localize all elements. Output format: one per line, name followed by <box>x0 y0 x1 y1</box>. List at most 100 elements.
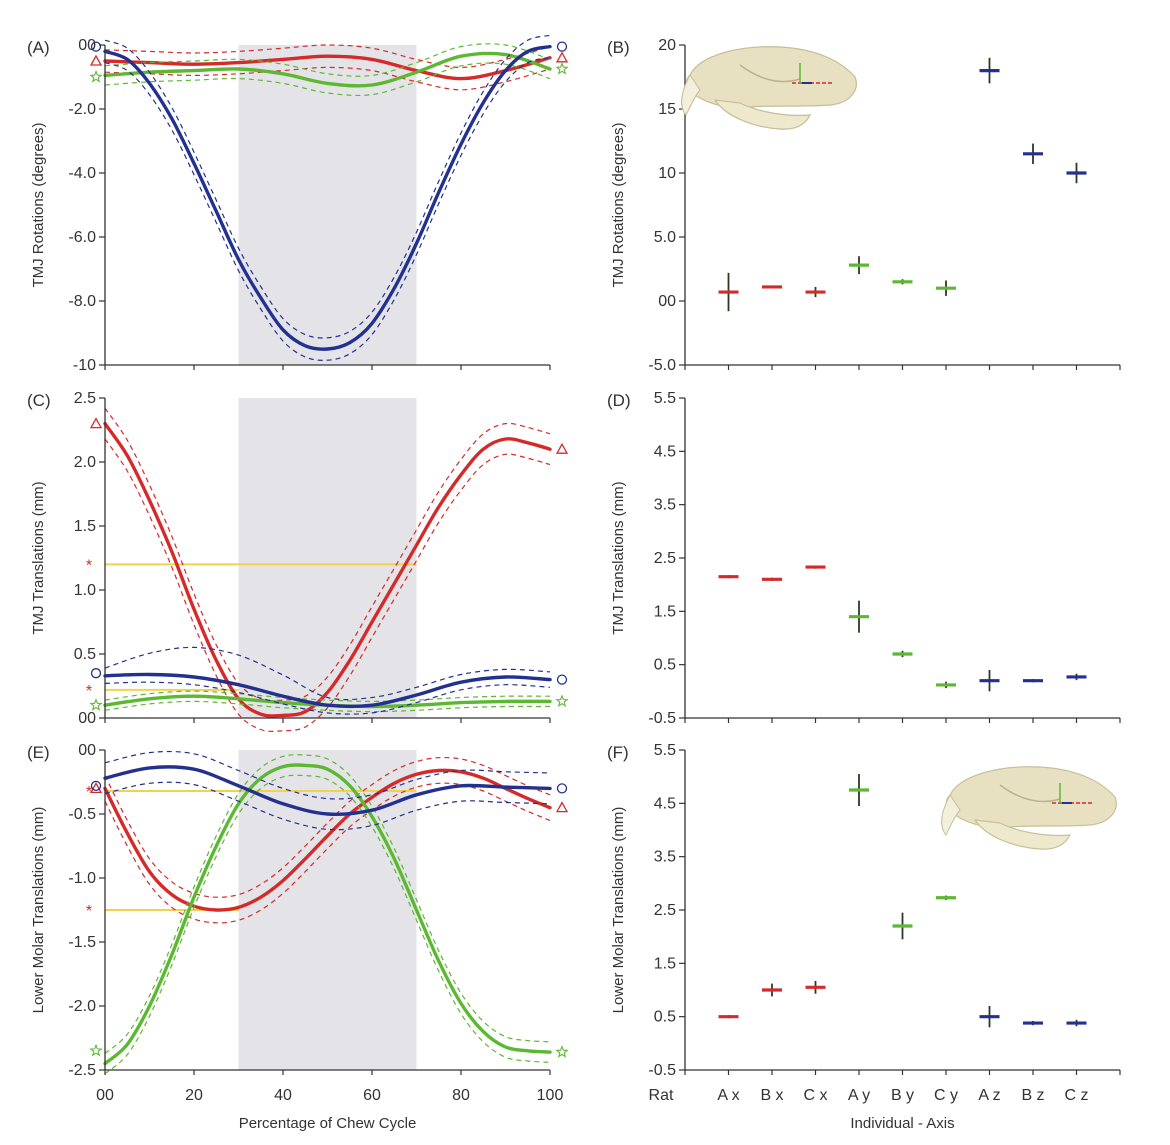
panel-label: (D) <box>607 391 631 410</box>
skull-incisor <box>681 74 701 116</box>
series-z-upper-bound <box>104 646 551 701</box>
series-z-start-marker <box>90 41 102 52</box>
skull-cranium <box>685 46 857 109</box>
y-tick-label: 4.5 <box>654 443 676 460</box>
series-x-upper-bound <box>104 407 551 702</box>
x-tick-label: 60 <box>363 1087 381 1104</box>
x-tick-label: A x <box>717 1087 739 1104</box>
x-tick-label: C x <box>804 1087 828 1104</box>
series-y-lower-bound <box>104 700 551 713</box>
x-tick-label: 100 <box>537 1087 564 1104</box>
series-y-lower-bound <box>104 62 551 97</box>
series-x-end-marker <box>555 442 569 454</box>
series-z-end-marker <box>556 783 568 794</box>
y-tick-label: 2.5 <box>654 902 676 919</box>
series-z-mean-line <box>103 672 552 709</box>
x-tick-label: A z <box>978 1087 1000 1104</box>
y-tick-label: 2.0 <box>74 454 96 471</box>
y-tick-label: 00 <box>658 293 676 310</box>
y-tick-label: -4.0 <box>68 165 96 182</box>
x-tick-label: C y <box>934 1087 958 1104</box>
y-tick-label: 3.5 <box>654 849 676 866</box>
skull-arch <box>739 64 801 83</box>
x-tick-label: C z <box>1065 1087 1089 1104</box>
x-axis-label-right: Individual - Axis <box>850 1115 954 1132</box>
y-tick-label: -1.5 <box>68 934 96 951</box>
y-tick-label: -1.0 <box>68 870 96 887</box>
x-tick-label: 00 <box>96 1087 114 1104</box>
y-tick-label: 5.5 <box>654 742 676 759</box>
series-y-end-marker <box>555 694 569 708</box>
skull-illustration <box>941 766 1117 850</box>
series-z-lower-bound <box>104 781 551 831</box>
series-z-mean-line <box>103 44 552 351</box>
series-x-upper-bound <box>104 44 551 69</box>
reference-marker: * <box>86 903 92 920</box>
line-panel-C: * * 2.5 2.0 1.5 1.0 0.5 00 TMJ Translations (mm)… <box>27 390 569 732</box>
y-tick-label: -0.5 <box>68 806 96 823</box>
series-x-end-marker <box>555 801 569 813</box>
y-axis-label: Lower Molar Translations (mm) <box>30 807 47 1014</box>
y-tick-label: -2.0 <box>68 101 96 118</box>
y-axis-label: TMJ Rotations (degrees) <box>610 122 627 287</box>
y-tick-label: 20 <box>658 37 676 54</box>
reference-marker: * <box>86 784 92 801</box>
series-z-lower-bound <box>104 57 551 361</box>
series-z-end-marker <box>556 674 568 685</box>
skull-arch <box>999 784 1061 803</box>
series-y-end-marker <box>555 1045 569 1058</box>
series-x-lower-bound <box>104 66 551 91</box>
y-tick-label: -8.0 <box>68 293 96 310</box>
y-tick-label: 00 <box>78 710 96 727</box>
y-tick-label: 0.5 <box>74 646 96 663</box>
y-axis-label: TMJ Rotations (degrees) <box>30 122 47 287</box>
y-tick-label: 2.5 <box>654 550 676 567</box>
y-tick-label: -10 <box>73 357 96 374</box>
series-z-mean-line <box>103 765 552 817</box>
y-tick-label: 1.5 <box>654 955 676 972</box>
y-tick-label: 00 <box>78 37 96 54</box>
y-tick-label: 0.5 <box>654 1009 676 1026</box>
x-tick-label: B x <box>760 1087 783 1104</box>
y-tick-label: 4.5 <box>654 795 676 812</box>
y-tick-label: 10 <box>658 165 676 182</box>
x-tick-label: 80 <box>452 1087 470 1104</box>
y-tick-label: 1.5 <box>654 603 676 620</box>
series-y-upper-bound <box>104 754 551 1054</box>
series-z-start-marker <box>90 780 102 791</box>
panel-label: (C) <box>27 391 51 410</box>
scatter-panel-F: 5.5 4.5 3.5 2.5 1.5 0.5 -0.5 Lower Molar Transl… <box>607 742 1121 1104</box>
skull-incisor <box>941 794 961 836</box>
series-y-mean-line <box>103 763 552 1066</box>
highlight-region <box>238 398 417 718</box>
y-tick-label: 1.5 <box>74 518 96 535</box>
panel-label: (A) <box>27 38 50 57</box>
y-tick-label: -6.0 <box>68 229 96 246</box>
x-tick-label: A y <box>848 1087 870 1104</box>
series-y-upper-bound <box>104 43 551 77</box>
y-tick-label: -0.5 <box>648 710 676 727</box>
y-tick-label: 3.5 <box>654 497 676 514</box>
panel-label: (B) <box>607 38 630 57</box>
y-tick-label: 00 <box>78 742 96 759</box>
series-z-upper-bound <box>104 34 551 339</box>
x-tick-label-rat: Rat <box>649 1087 674 1104</box>
x-tick-label: B z <box>1021 1087 1044 1104</box>
series-y-start-marker <box>89 69 103 83</box>
line-panel-E: * * 00 -0.5 -1.0 -1.5 -2.0 -2.5 Lower Molar Tran… <box>27 742 569 1104</box>
panel-label: (E) <box>27 743 50 762</box>
y-tick-label: -2.5 <box>68 1062 96 1079</box>
y-tick-label: 0.5 <box>654 657 676 674</box>
series-x-mean-line <box>103 768 552 912</box>
y-tick-label: 5.5 <box>654 390 676 407</box>
line-panel-A: 00 -2.0 -4.0 -6.0 -8.0 -10 TMJ Rotations (degr… <box>27 34 569 374</box>
skull-illustration <box>681 46 857 130</box>
y-tick-label: 2.5 <box>74 390 96 407</box>
series-y-upper-bound <box>104 690 551 703</box>
panel-label: (F) <box>607 743 629 762</box>
series-y-start-marker <box>89 698 103 711</box>
y-tick-label: 1.0 <box>74 582 96 599</box>
x-tick-label: 40 <box>274 1087 292 1104</box>
series-y-mean-line <box>103 51 552 88</box>
